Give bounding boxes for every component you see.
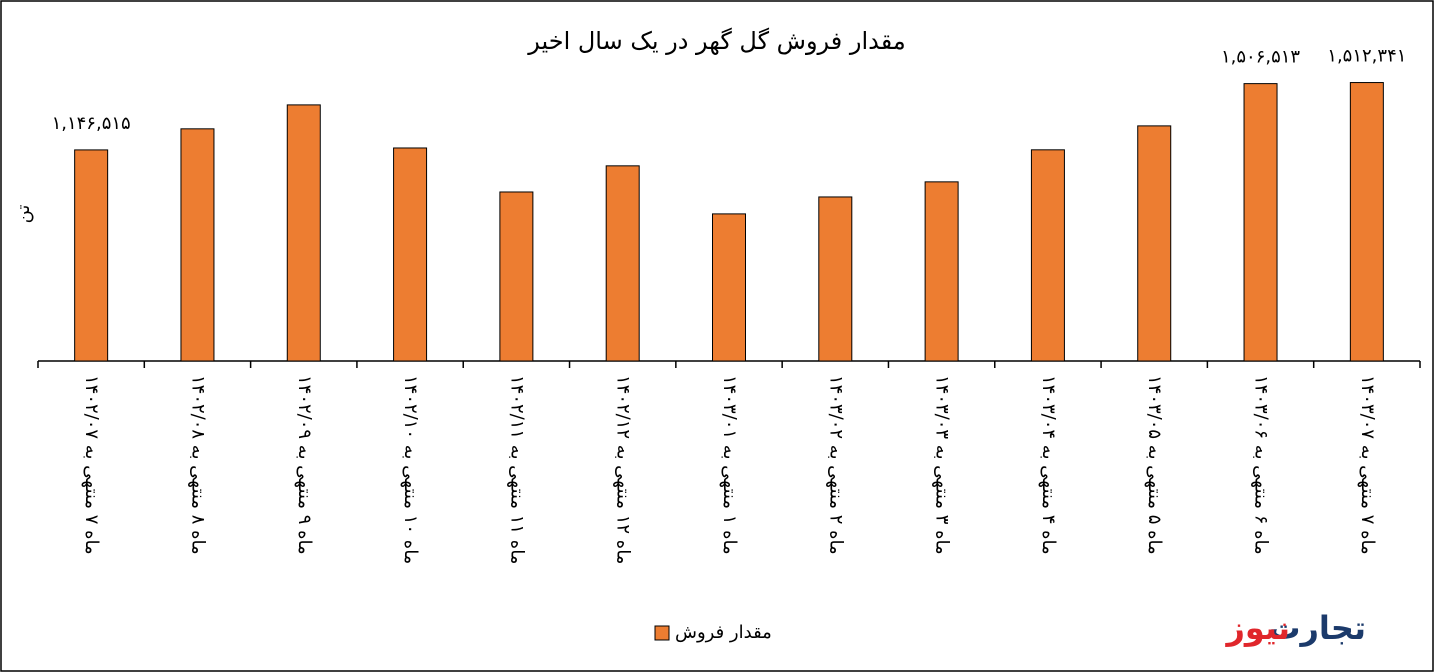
bar xyxy=(712,213,746,362)
bar xyxy=(1349,82,1384,362)
bar xyxy=(818,196,853,362)
bar xyxy=(1137,125,1172,362)
x-tick-label: ماه ۸ منتهی به ۱۴۰۲/۰۸ xyxy=(187,375,208,555)
brand-part1: تجارت xyxy=(1268,609,1366,647)
x-tick-label: ماه ۳ منتهی به ۱۴۰۳/۰۳ xyxy=(932,375,953,555)
bar xyxy=(605,165,640,362)
x-tick-label: ماه ۷ منتهی به ۱۴۰۳/۰۷ xyxy=(1357,375,1378,555)
bar xyxy=(499,191,534,362)
x-tick-label: ماه ۲ منتهی به ۱۴۰۳/۰۲ xyxy=(825,375,846,555)
bar xyxy=(74,149,109,362)
value-label: ۱,۵۱۲,۳۴۱ xyxy=(1327,46,1406,67)
value-label: ۱,۵۰۶,۵۱۳ xyxy=(1221,47,1300,68)
bar xyxy=(1030,149,1065,362)
y-axis-label: تن xyxy=(13,205,34,224)
x-tick-label: ماه ۱۱ منتهی به ۱۴۰۲/۱۱ xyxy=(506,375,527,564)
value-label: ۱,۱۴۶,۵۱۵ xyxy=(52,113,131,134)
bar xyxy=(286,104,321,362)
bar xyxy=(1243,83,1278,362)
bar xyxy=(393,147,428,362)
brand-part2: نیوز xyxy=(1224,609,1290,647)
legend-label: مقدار فروش xyxy=(675,622,772,643)
x-tick-label: ماه ۱۰ منتهی به ۱۴۰۲/۱۰ xyxy=(400,375,421,564)
legend-swatch xyxy=(654,625,670,641)
bar xyxy=(924,181,959,362)
x-tick-label: ماه ۵ منتهی به ۱۴۰۳/۰۵ xyxy=(1144,375,1165,555)
x-tick-label: ماه ۱۲ منتهی به ۱۴۰۲/۱۲ xyxy=(613,375,634,564)
x-tick-label: ماه ۷ منتهی به ۱۴۰۲/۰۷ xyxy=(81,375,102,555)
chart-title: مقدار فروش گل گهر در یک سال اخیر xyxy=(527,27,905,55)
bar xyxy=(180,128,215,362)
x-tick-label: ماه ۶ منتهی به ۱۴۰۳/۰۶ xyxy=(1251,375,1272,555)
x-tick-label: ماه ۹ منتهی به ۱۴۰۲/۰۹ xyxy=(294,375,315,555)
x-tick-label: ماه ۴ منتهی به ۱۴۰۳/۰۴ xyxy=(1038,375,1059,555)
x-tick-label: ماه ۱ منتهی به ۱۴۰۳/۰۱ xyxy=(719,375,740,555)
